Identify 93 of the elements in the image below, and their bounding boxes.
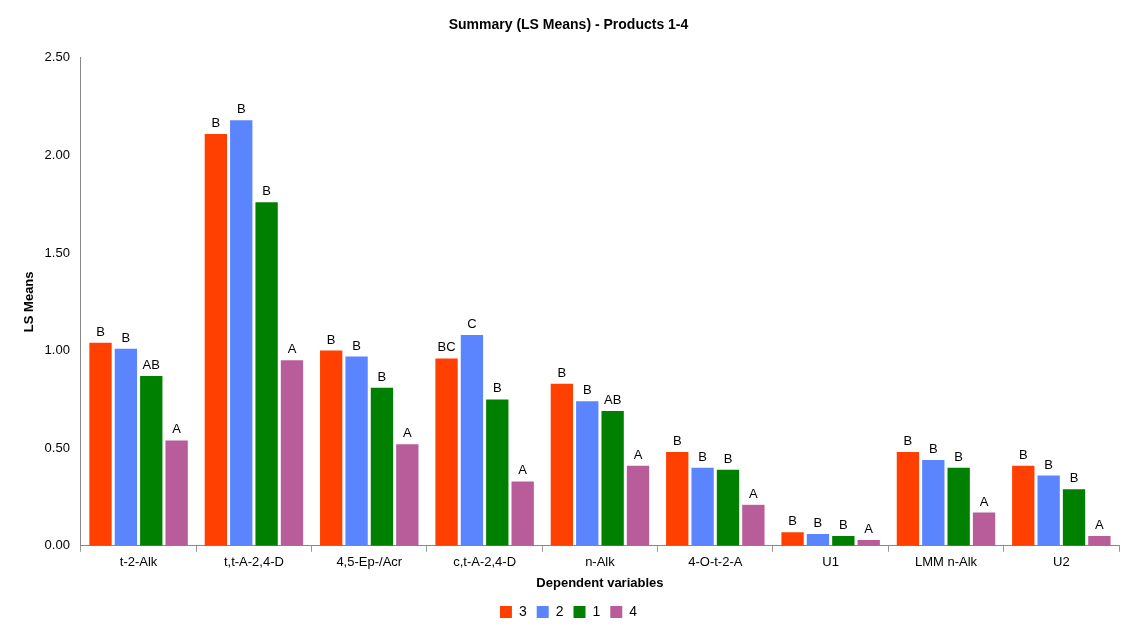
bar — [435, 358, 458, 546]
x-tick-label: 4-O-t-2-A — [688, 554, 743, 570]
bar — [204, 133, 228, 546]
data-label: B — [211, 115, 221, 131]
data-label: A — [979, 493, 989, 509]
data-label: B — [672, 433, 682, 449]
bar — [781, 532, 804, 546]
data-label: AB — [603, 392, 622, 408]
data-label: B — [236, 101, 246, 117]
data-label: B — [838, 517, 848, 533]
bar — [511, 481, 534, 546]
data-label: B — [326, 331, 336, 347]
data-label: B — [788, 513, 797, 529]
bar — [230, 120, 253, 546]
data-label: A — [1095, 517, 1105, 533]
x-tick-label: t,t-A-2,4-D — [223, 554, 284, 570]
data-label: B — [121, 329, 131, 345]
bar — [806, 534, 830, 546]
y-axis-title: LS Means — [21, 271, 37, 333]
y-tick-label: 2.00 — [44, 146, 70, 162]
bar — [922, 459, 945, 546]
bar — [140, 375, 163, 546]
data-label: B — [262, 183, 271, 199]
x-tick-label: n-Alk — [585, 554, 616, 570]
bar — [320, 350, 343, 546]
bar — [280, 360, 304, 546]
data-label: B — [1069, 470, 1079, 486]
y-tick-label: 1.00 — [44, 342, 70, 358]
data-label: B — [723, 450, 733, 466]
y-tick-label: 0.50 — [44, 439, 70, 455]
bar — [666, 452, 689, 546]
bar — [896, 452, 920, 546]
legend-label: 4 — [629, 602, 638, 619]
data-label: A — [172, 421, 182, 437]
bar — [396, 444, 419, 546]
data-label: A — [633, 446, 643, 462]
legend-label: 1 — [592, 602, 601, 619]
data-label: AB — [142, 357, 160, 373]
bar — [1037, 475, 1060, 546]
data-label: A — [864, 521, 874, 537]
chart-title: Summary (LS Means) - Products 1-4 — [448, 16, 689, 33]
legend-label: 2 — [555, 602, 564, 619]
data-label: B — [1044, 456, 1053, 472]
x-tick-label: U1 — [822, 554, 839, 570]
x-tick-label: LMM n-Alk — [914, 554, 978, 570]
bar — [1012, 465, 1035, 546]
bar — [345, 356, 368, 546]
data-label: B — [492, 380, 502, 396]
data-label: B — [928, 440, 938, 456]
data-label: B — [698, 448, 707, 464]
data-label: A — [518, 462, 528, 478]
data-label: A — [287, 341, 297, 357]
bar — [165, 440, 188, 546]
legend-label: 3 — [518, 602, 527, 619]
data-label: B — [954, 448, 964, 464]
x-tick-label: c,t-A-2,4-D — [453, 554, 517, 570]
data-label: A — [402, 425, 412, 441]
y-tick-label: 2.50 — [44, 49, 70, 65]
data-label: B — [1018, 446, 1028, 462]
bar — [486, 399, 509, 546]
bar — [947, 467, 970, 546]
data-label: B — [377, 368, 387, 384]
bar — [114, 348, 138, 546]
data-label: A — [749, 485, 759, 501]
data-label: B — [582, 382, 592, 398]
bar — [626, 465, 650, 546]
data-label: B — [903, 433, 913, 449]
data-label: B — [813, 515, 823, 531]
y-tick-label: 0.00 — [44, 537, 70, 553]
y-tick-label: 1.50 — [44, 244, 70, 260]
bar — [576, 401, 599, 546]
bar — [1088, 536, 1111, 546]
data-label: BC — [437, 339, 456, 355]
bar — [742, 504, 765, 546]
bar — [832, 536, 855, 546]
data-label: B — [557, 364, 567, 380]
bar — [370, 387, 394, 546]
bar — [716, 469, 740, 546]
bar — [89, 342, 112, 546]
bar — [1062, 489, 1086, 546]
bar — [972, 512, 996, 546]
bar — [691, 467, 714, 546]
bar — [255, 202, 278, 546]
data-label: B — [96, 323, 105, 339]
x-tick-label: t-2-Alk — [119, 554, 158, 570]
data-label: C — [467, 316, 477, 332]
data-label: B — [352, 337, 361, 353]
x-tick-label: U2 — [1053, 554, 1070, 570]
bar — [460, 334, 484, 546]
x-tick-label: 4,5-Ep-/Acr — [336, 554, 403, 570]
bar — [550, 383, 574, 546]
x-axis-title: Dependent variables — [536, 574, 664, 590]
bar — [601, 411, 624, 546]
